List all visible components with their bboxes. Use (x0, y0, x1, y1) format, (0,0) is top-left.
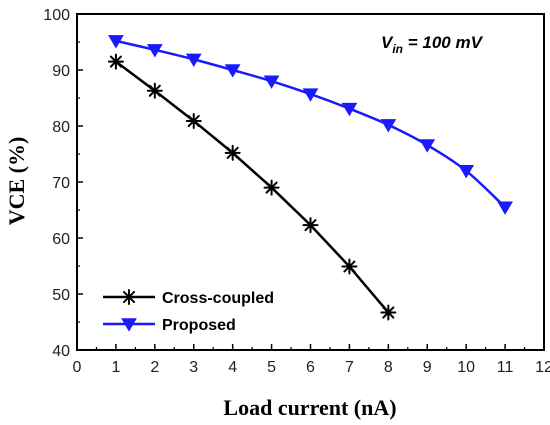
legend: Cross-coupled Proposed (103, 289, 274, 334)
x-axis-title: Load current (nA) (223, 395, 396, 420)
y-tick-label: 90 (52, 63, 70, 80)
x-tick-label: 6 (306, 359, 315, 376)
data-point-asterisk (185, 112, 202, 129)
data-point-triangle (185, 53, 202, 67)
data-point-asterisk (263, 179, 280, 196)
data-point-asterisk (107, 53, 124, 70)
x-tick-label: 4 (228, 359, 237, 376)
x-tick-label: 10 (457, 359, 475, 376)
data-point-asterisk (224, 144, 241, 161)
y-tick-label: 100 (43, 7, 70, 24)
data-point-asterisk (146, 82, 163, 99)
series-cross-coupled (107, 53, 397, 321)
plot-frame (76, 13, 545, 351)
data-point-triangle (458, 165, 475, 179)
legend-item: Proposed (103, 317, 236, 334)
series-line (115, 39, 506, 209)
data-point-triangle (224, 64, 241, 78)
condition-annotation: Vin = 100 mV (381, 33, 484, 56)
y-tick-label: 80 (52, 119, 70, 136)
y-tick-label: 60 (52, 231, 70, 248)
legend-label: Cross-coupled (162, 290, 274, 307)
y-tick-label: 70 (52, 175, 70, 192)
data-point-triangle (380, 119, 397, 133)
x-tick-label: 7 (345, 359, 354, 376)
x-tick-label: 9 (423, 359, 432, 376)
annotation-subscript: in (392, 42, 403, 56)
annotation-value: = 100 mV (403, 33, 484, 52)
data-point-asterisk (380, 304, 397, 321)
x-tick-label: 0 (73, 359, 82, 376)
data-point-triangle (419, 139, 436, 153)
series-proposed (108, 35, 513, 215)
data-point-asterisk (121, 289, 137, 305)
x-tick-label: 3 (189, 359, 198, 376)
data-point-triangle (302, 88, 319, 102)
x-tick-label: 12 (535, 359, 550, 376)
legend-item: Cross-coupled (103, 289, 274, 307)
data-point-asterisk (302, 217, 319, 234)
data-point-triangle (263, 75, 280, 89)
x-tick-label: 11 (497, 359, 514, 376)
x-tick-label: 5 (267, 359, 276, 376)
x-tick-label: 8 (384, 359, 393, 376)
data-point-triangle (497, 201, 513, 215)
x-tick-label: 2 (150, 359, 159, 376)
data-point-triangle (146, 44, 163, 58)
series-line (115, 60, 390, 314)
data-point-asterisk (341, 258, 358, 275)
data-point-triangle (108, 35, 124, 49)
x-tick-label: 1 (111, 359, 120, 376)
y-tick-label: 40 (52, 343, 70, 360)
series-layer (107, 35, 513, 321)
y-axis-title: VCE (%) (4, 137, 29, 226)
annotation-v: V (381, 33, 394, 52)
y-tick-label: 50 (52, 287, 70, 304)
legend-label: Proposed (162, 317, 236, 334)
data-point-triangle (341, 102, 358, 117)
data-point-triangle (121, 318, 137, 332)
